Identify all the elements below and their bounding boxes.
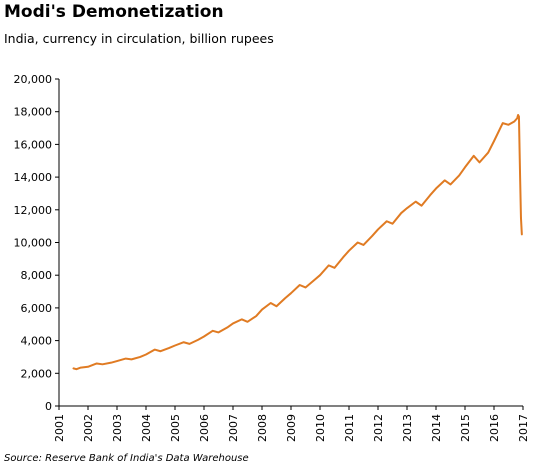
x-tick-label: 2002 [82,414,95,442]
chart-axes [58,79,523,407]
x-tick-label: 2013 [401,414,414,442]
y-tick-label: 0 [45,400,52,413]
x-tick-label: 2004 [140,414,153,442]
x-tick-label: 2005 [169,414,182,442]
x-tick-label: 2007 [227,414,240,442]
x-tick-label: 2017 [517,414,530,442]
y-tick-label: 18,000 [14,106,53,119]
y-tick-label: 14,000 [14,171,53,184]
y-tick-label: 20,000 [14,73,53,86]
x-tick-label: 2012 [372,414,385,442]
x-tick-label: 2006 [198,414,211,442]
y-axis-ticks: 0 2,000 4,000 6,000 8,000 10,000 12,000 14,000 1… [14,73,59,413]
y-tick-label: 12,000 [14,204,53,217]
x-tick-label: 2001 [53,414,66,442]
chart-subtitle: India, currency in circulation, billion … [4,31,274,46]
source-note: Source: Reserve Bank of India's Data War… [4,453,249,464]
currency-series-line [72,113,523,371]
x-tick-label: 2015 [459,414,472,442]
x-tick-label: 2009 [285,414,298,442]
x-axis-ticks: 2001 2002 2003 2004 2005 2006 2007 2008 2009 2010… [53,406,530,442]
y-tick-label: 16,000 [14,138,53,151]
y-tick-label: 6,000 [21,302,53,315]
x-tick-label: 2014 [430,414,443,442]
y-tick-label: 8,000 [21,269,53,282]
x-tick-label: 2008 [256,414,269,442]
x-tick-label: 2011 [343,414,356,442]
chart-title: Modi's Demonetization [4,2,224,22]
series-group [72,113,523,371]
y-tick-label: 2,000 [21,367,53,380]
x-tick-label: 2003 [111,414,124,442]
x-tick-label: 2010 [314,414,327,442]
x-tick-label: 2016 [488,414,501,442]
y-tick-label: 10,000 [14,237,53,250]
y-tick-label: 4,000 [21,335,53,348]
